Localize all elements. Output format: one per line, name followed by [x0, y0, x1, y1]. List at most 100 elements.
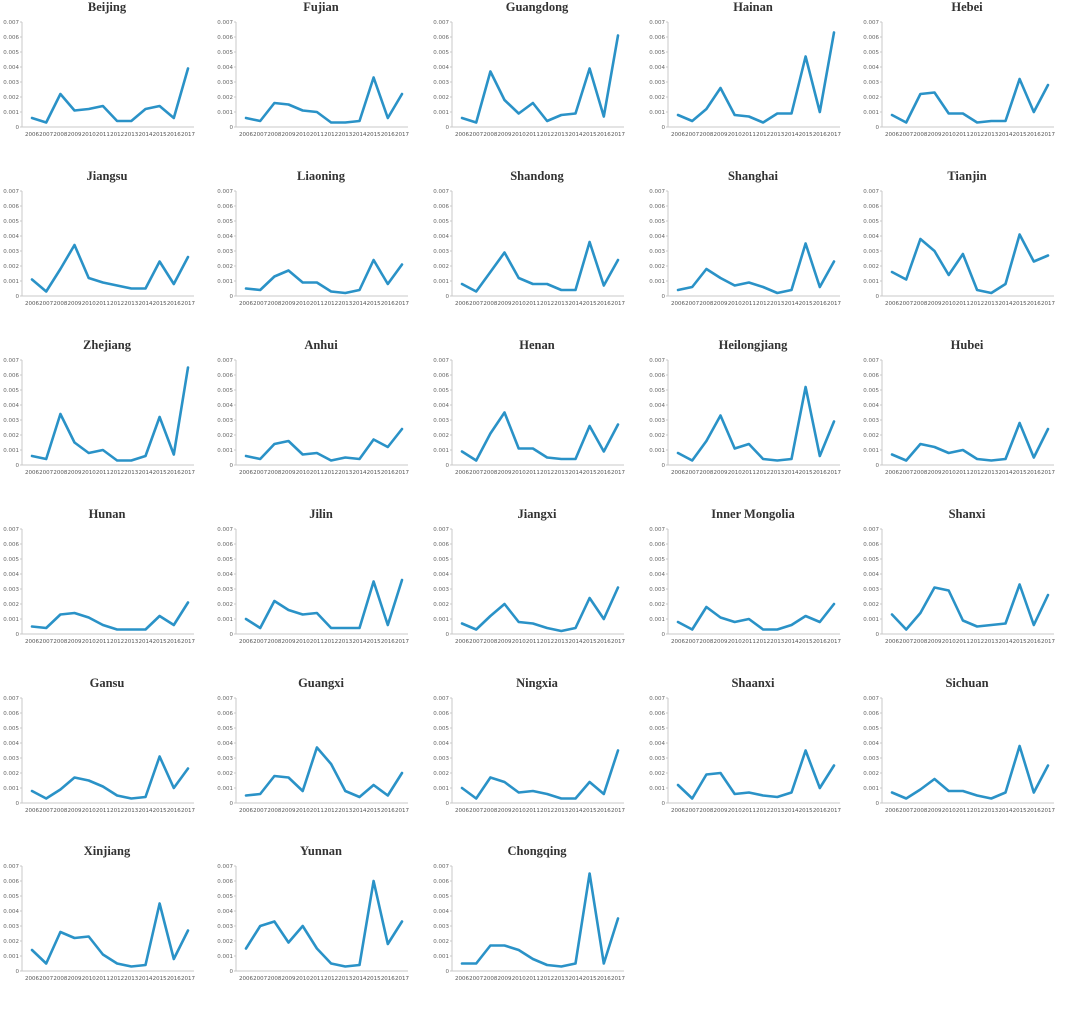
x-tick-label: 2016 — [381, 301, 395, 307]
y-tick-label: 0.005 — [433, 557, 449, 563]
data-point — [947, 452, 950, 454]
y-tick-label: 0.006 — [3, 35, 19, 41]
data-point — [489, 944, 492, 947]
x-tick-label: 2008 — [267, 132, 281, 138]
x-tick-label: 2006 — [239, 132, 253, 138]
data-point — [574, 797, 577, 800]
x-tick-label: 2007 — [899, 301, 913, 307]
line-chart: 0 0.001 0.002 0.003 0.004 0.005 0.006 0.007 2006… — [863, 20, 1055, 138]
y-tick-label: 0.007 — [3, 20, 19, 26]
x-tick-label: 2014 — [352, 470, 366, 476]
data-point — [762, 628, 765, 631]
data-point — [172, 283, 175, 285]
data-point — [961, 112, 964, 115]
data-point — [1018, 233, 1021, 236]
x-tick-label: 2010 — [296, 639, 310, 645]
data-point — [719, 772, 722, 774]
x-tick-label: 2017 — [395, 808, 409, 814]
series-line — [460, 240, 620, 293]
y-tick-label: 0.006 — [3, 879, 19, 885]
panel-title: Jiangsu — [86, 169, 128, 183]
data-point — [130, 797, 133, 800]
line-chart: 0 0.001 0.002 0.003 0.004 0.005 0.006 0.007 2006… — [863, 696, 1055, 814]
data-point — [990, 292, 993, 294]
data-point — [560, 289, 563, 291]
data-point — [677, 289, 679, 291]
data-point — [116, 459, 119, 462]
x-tick-label: 2014 — [998, 470, 1012, 476]
data-point — [517, 949, 520, 951]
x-tick-label: 2008 — [913, 639, 927, 645]
data-point — [386, 283, 389, 285]
x-tick-label: 2012 — [540, 132, 554, 138]
data-point — [358, 458, 361, 460]
x-tick-label: 2012 — [540, 639, 554, 645]
series-line — [30, 366, 190, 462]
x-tick-label: 2007 — [253, 976, 267, 982]
y-tick-label: 0.003 — [217, 924, 233, 930]
y-tick-label: 0.005 — [217, 894, 233, 900]
y-tick-label: 0.004 — [649, 234, 665, 240]
data-point — [546, 793, 549, 795]
data-point — [116, 284, 119, 287]
y-tick-label: 0 — [446, 294, 450, 300]
y-tick-label: 0.006 — [3, 204, 19, 210]
data-point — [59, 268, 62, 270]
x-tick-label: 2013 — [770, 132, 784, 138]
x-tick-label: 2012 — [324, 132, 338, 138]
x-tick-label: 2015 — [799, 470, 813, 476]
y-tick-label: 0.001 — [863, 110, 879, 116]
series-line — [460, 411, 620, 462]
y-tick-label: 0.005 — [863, 388, 879, 394]
y-tick-label: 0.004 — [863, 741, 879, 747]
y-tick-label: 0.005 — [433, 219, 449, 225]
x-tick-label: 2014 — [568, 132, 582, 138]
x-tick-label: 2009 — [928, 301, 942, 307]
data-point — [386, 117, 389, 119]
y-tick-label: 0.001 — [433, 110, 449, 116]
series-line — [676, 749, 836, 800]
y-tick-label: 0.006 — [217, 204, 233, 210]
x-tick-label: 2016 — [167, 976, 181, 982]
y-tick-label: 0.001 — [433, 279, 449, 285]
data-point — [87, 935, 90, 938]
y-tick-label: 0.003 — [3, 587, 19, 593]
data-point — [804, 242, 807, 245]
data-point — [677, 621, 679, 623]
x-tick-label: 2007 — [685, 470, 699, 476]
data-point — [891, 613, 893, 616]
data-point — [517, 112, 520, 115]
y-tick-label: 0.002 — [649, 602, 665, 608]
y-tick-label: 0.004 — [649, 403, 665, 409]
x-tick-label: 2007 — [469, 301, 483, 307]
data-point — [905, 121, 908, 124]
x-tick-label: 2014 — [784, 808, 798, 814]
y-tick-label: 0 — [230, 294, 234, 300]
data-point — [130, 120, 133, 122]
x-tick-label: 2011 — [96, 976, 110, 982]
x-tick-label: 2006 — [455, 639, 469, 645]
x-tick-label: 2015 — [799, 301, 813, 307]
y-tick-label: 0.004 — [3, 65, 19, 71]
data-point — [87, 616, 90, 619]
data-point — [990, 459, 993, 462]
x-tick-label: 2016 — [381, 808, 395, 814]
x-tick-label: 2014 — [568, 808, 582, 814]
data-point — [891, 791, 893, 794]
data-point — [531, 447, 534, 450]
x-tick-label: 2009 — [498, 470, 512, 476]
data-point — [933, 250, 936, 252]
y-tick-label: 0.001 — [649, 448, 665, 454]
x-tick-label: 2014 — [568, 639, 582, 645]
y-tick-label: 0.007 — [433, 864, 449, 870]
y-tick-label: 0.003 — [433, 587, 449, 593]
x-tick-label: 2012 — [970, 301, 984, 307]
x-tick-label: 2012 — [324, 976, 338, 982]
x-tick-label: 2009 — [498, 639, 512, 645]
data-point — [344, 292, 347, 294]
x-tick-label: 2015 — [1013, 639, 1027, 645]
line-chart: 0 0.001 0.002 0.003 0.004 0.005 0.006 0.007 2006… — [3, 189, 195, 307]
y-tick-label: 0.007 — [217, 527, 233, 533]
x-tick-label: 2017 — [395, 132, 409, 138]
y-tick-label: 0 — [16, 801, 20, 807]
